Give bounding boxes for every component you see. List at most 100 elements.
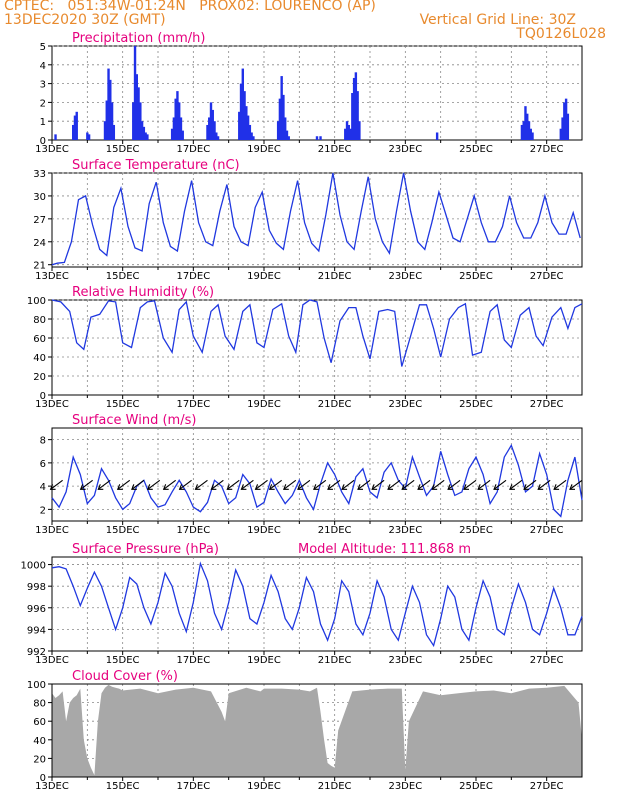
panel-title: Surface Pressure (hPa) [72,542,219,557]
panel-title: Surface Temperature (nC) [72,158,240,173]
precip-bar [344,128,347,140]
x-tick-label: 15DEC [106,271,140,282]
wind-arrow [240,479,254,490]
x-tick-label: 15DEC [106,144,140,155]
wind-arrow [493,479,507,490]
panel-5: 992 994 996 998 1000 13DEC 15DEC 17DEC 19DEC 21DE… [21,542,583,666]
x-tick-label: 13DEC [35,781,69,792]
wind-arrow [297,479,311,490]
wind-arrow [523,479,537,490]
precip-bar [354,72,358,140]
y-tick-label: 100 [27,296,46,307]
x-tick-label: 13DEC [35,655,69,666]
precip-bar [524,106,527,140]
x-tick-label: 17DEC [176,144,210,155]
x-tick-label: 23DEC [388,655,422,666]
precip-bar [206,124,209,140]
y-tick-label: 20 [33,372,46,383]
x-tick-label: 25DEC [459,525,493,536]
precip-bar [238,111,241,140]
wind-arrow [282,479,297,490]
precip-bar [87,134,91,140]
wind-arrow [79,479,93,490]
panel-frame-top [51,683,583,778]
x-tick-label: 19DEC [247,271,281,282]
x-tick-label: 21DEC [318,399,352,410]
x-tick-label: 19DEC [247,781,281,792]
precip-bar [109,79,112,140]
precip-bar [527,121,531,140]
header-grid-note: Vertical Grid Line: 30Z [419,12,576,28]
x-tick-label: 19DEC [247,399,281,410]
precip-bar [209,102,213,140]
y-tick-label: 0 [40,136,46,147]
panel-frame [51,427,583,522]
x-tick-label: 13DEC [35,271,69,282]
x-tick-label: 15DEC [106,525,140,536]
y-tick-label: 998 [27,582,46,593]
x-tick-label: 23DEC [388,271,422,282]
wind-arrow [371,479,385,490]
y-tick-label: 992 [27,647,46,658]
precip-bar [213,121,216,140]
precip-bar [531,132,534,140]
y-tick-label: 8 [40,436,46,447]
wind-arrow [131,479,145,490]
wind-arrow [463,479,477,490]
x-tick-label: 23DEC [388,399,422,410]
series-line [51,561,583,648]
y-tick-label: 1000 [21,561,46,572]
wind-arrow [210,479,224,490]
panel-title: Cloud Cover (%) [72,669,178,684]
precip-bar [73,115,77,140]
precip-bar [144,132,147,140]
y-tick-label: 40 [33,353,46,364]
precip-bar [352,77,356,140]
precip-bar [522,121,525,140]
precip-bar [435,132,439,140]
precip-bar [105,100,108,140]
y-tick-label: 0 [40,773,46,784]
y-tick-label: 33 [33,169,46,180]
precip-bar [349,128,352,140]
wind-arrow [49,479,63,490]
panel-title: Precipitation (mm/h) [72,31,205,46]
y-tick-label: 80 [33,699,46,710]
precip-bar [215,132,218,140]
precip-bar [132,102,135,140]
y-tick-label: 40 [33,736,46,747]
x-tick-label: 15DEC [106,655,140,666]
wind-arrow [268,479,282,490]
x-tick-label: 23DEC [388,144,422,155]
precip-bar [243,91,246,140]
cloud-area [52,684,582,777]
y-tick-label: 21 [33,261,46,272]
wind-arrow [401,479,415,490]
y-tick-label: 20 [33,754,46,765]
precip-bar [356,91,359,140]
precip-bar [241,68,244,140]
x-tick-label: 27DEC [530,525,564,536]
panel-frame [51,556,583,652]
precip-bar [529,128,532,140]
x-tick-label: 27DEC [530,655,564,666]
x-tick-label: 21DEC [318,655,352,666]
precip-bar [142,126,146,140]
precip-bar [276,121,280,140]
header-model-id: TQ0126L028 [516,26,606,42]
y-tick-label: 4 [40,61,46,72]
y-tick-label: 60 [33,717,46,728]
x-tick-label: 15DEC [106,781,140,792]
precip-bar [278,98,282,140]
precip-bar [246,115,250,140]
y-tick-label: 2 [40,505,46,516]
precip-bar [248,124,252,140]
y-tick-label: 24 [33,238,46,249]
precip-bar [284,117,287,140]
precip-bar [564,98,568,140]
precip-bar [181,130,184,140]
panel-frame [51,45,583,141]
precip-bar [216,136,220,140]
x-tick-label: 25DEC [459,781,493,792]
